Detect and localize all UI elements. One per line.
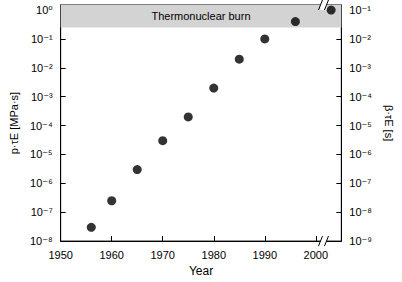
svg-text:p·τE [MPa·s]: p·τE [MPa·s] [8,92,20,154]
svg-text:Year: Year [189,264,213,278]
svg-text:10⁻⁹: 10⁻⁹ [349,235,372,247]
svg-text:10⁻⁶: 10⁻⁶ [30,177,53,189]
svg-text:1950: 1950 [48,249,72,261]
svg-text:1960: 1960 [99,249,123,261]
svg-text:1980: 1980 [202,249,226,261]
svg-text:10⁰: 10⁰ [36,4,53,16]
svg-text:1990: 1990 [253,249,277,261]
svg-text:10⁻³: 10⁻³ [349,62,371,74]
svg-text:Thermonuclear burn: Thermonuclear burn [151,10,250,22]
svg-text:1970: 1970 [150,249,174,261]
svg-text:10⁻¹: 10⁻¹ [31,33,53,45]
svg-text:β·τE [s]: β·τE [s] [383,105,395,141]
svg-text:10⁻²: 10⁻² [349,33,371,45]
svg-text:10⁻⁵: 10⁻⁵ [349,120,372,132]
svg-text:2000: 2000 [304,249,328,261]
svg-text:10⁻⁵: 10⁻⁵ [30,148,53,160]
svg-text:10⁻¹: 10⁻¹ [349,4,371,16]
svg-text:10⁻⁴: 10⁻⁴ [349,91,372,103]
svg-text:10⁻²: 10⁻² [31,62,53,74]
svg-text:10⁻⁴: 10⁻⁴ [30,120,53,132]
svg-text:10⁻⁶: 10⁻⁶ [349,148,372,160]
svg-text:10⁻⁸: 10⁻⁸ [30,235,53,247]
svg-text:10⁻⁷: 10⁻⁷ [31,206,53,218]
svg-text:10⁻⁷: 10⁻⁷ [349,177,371,189]
svg-text:10⁻⁸: 10⁻⁸ [349,206,372,218]
svg-text:10⁻³: 10⁻³ [31,91,53,103]
